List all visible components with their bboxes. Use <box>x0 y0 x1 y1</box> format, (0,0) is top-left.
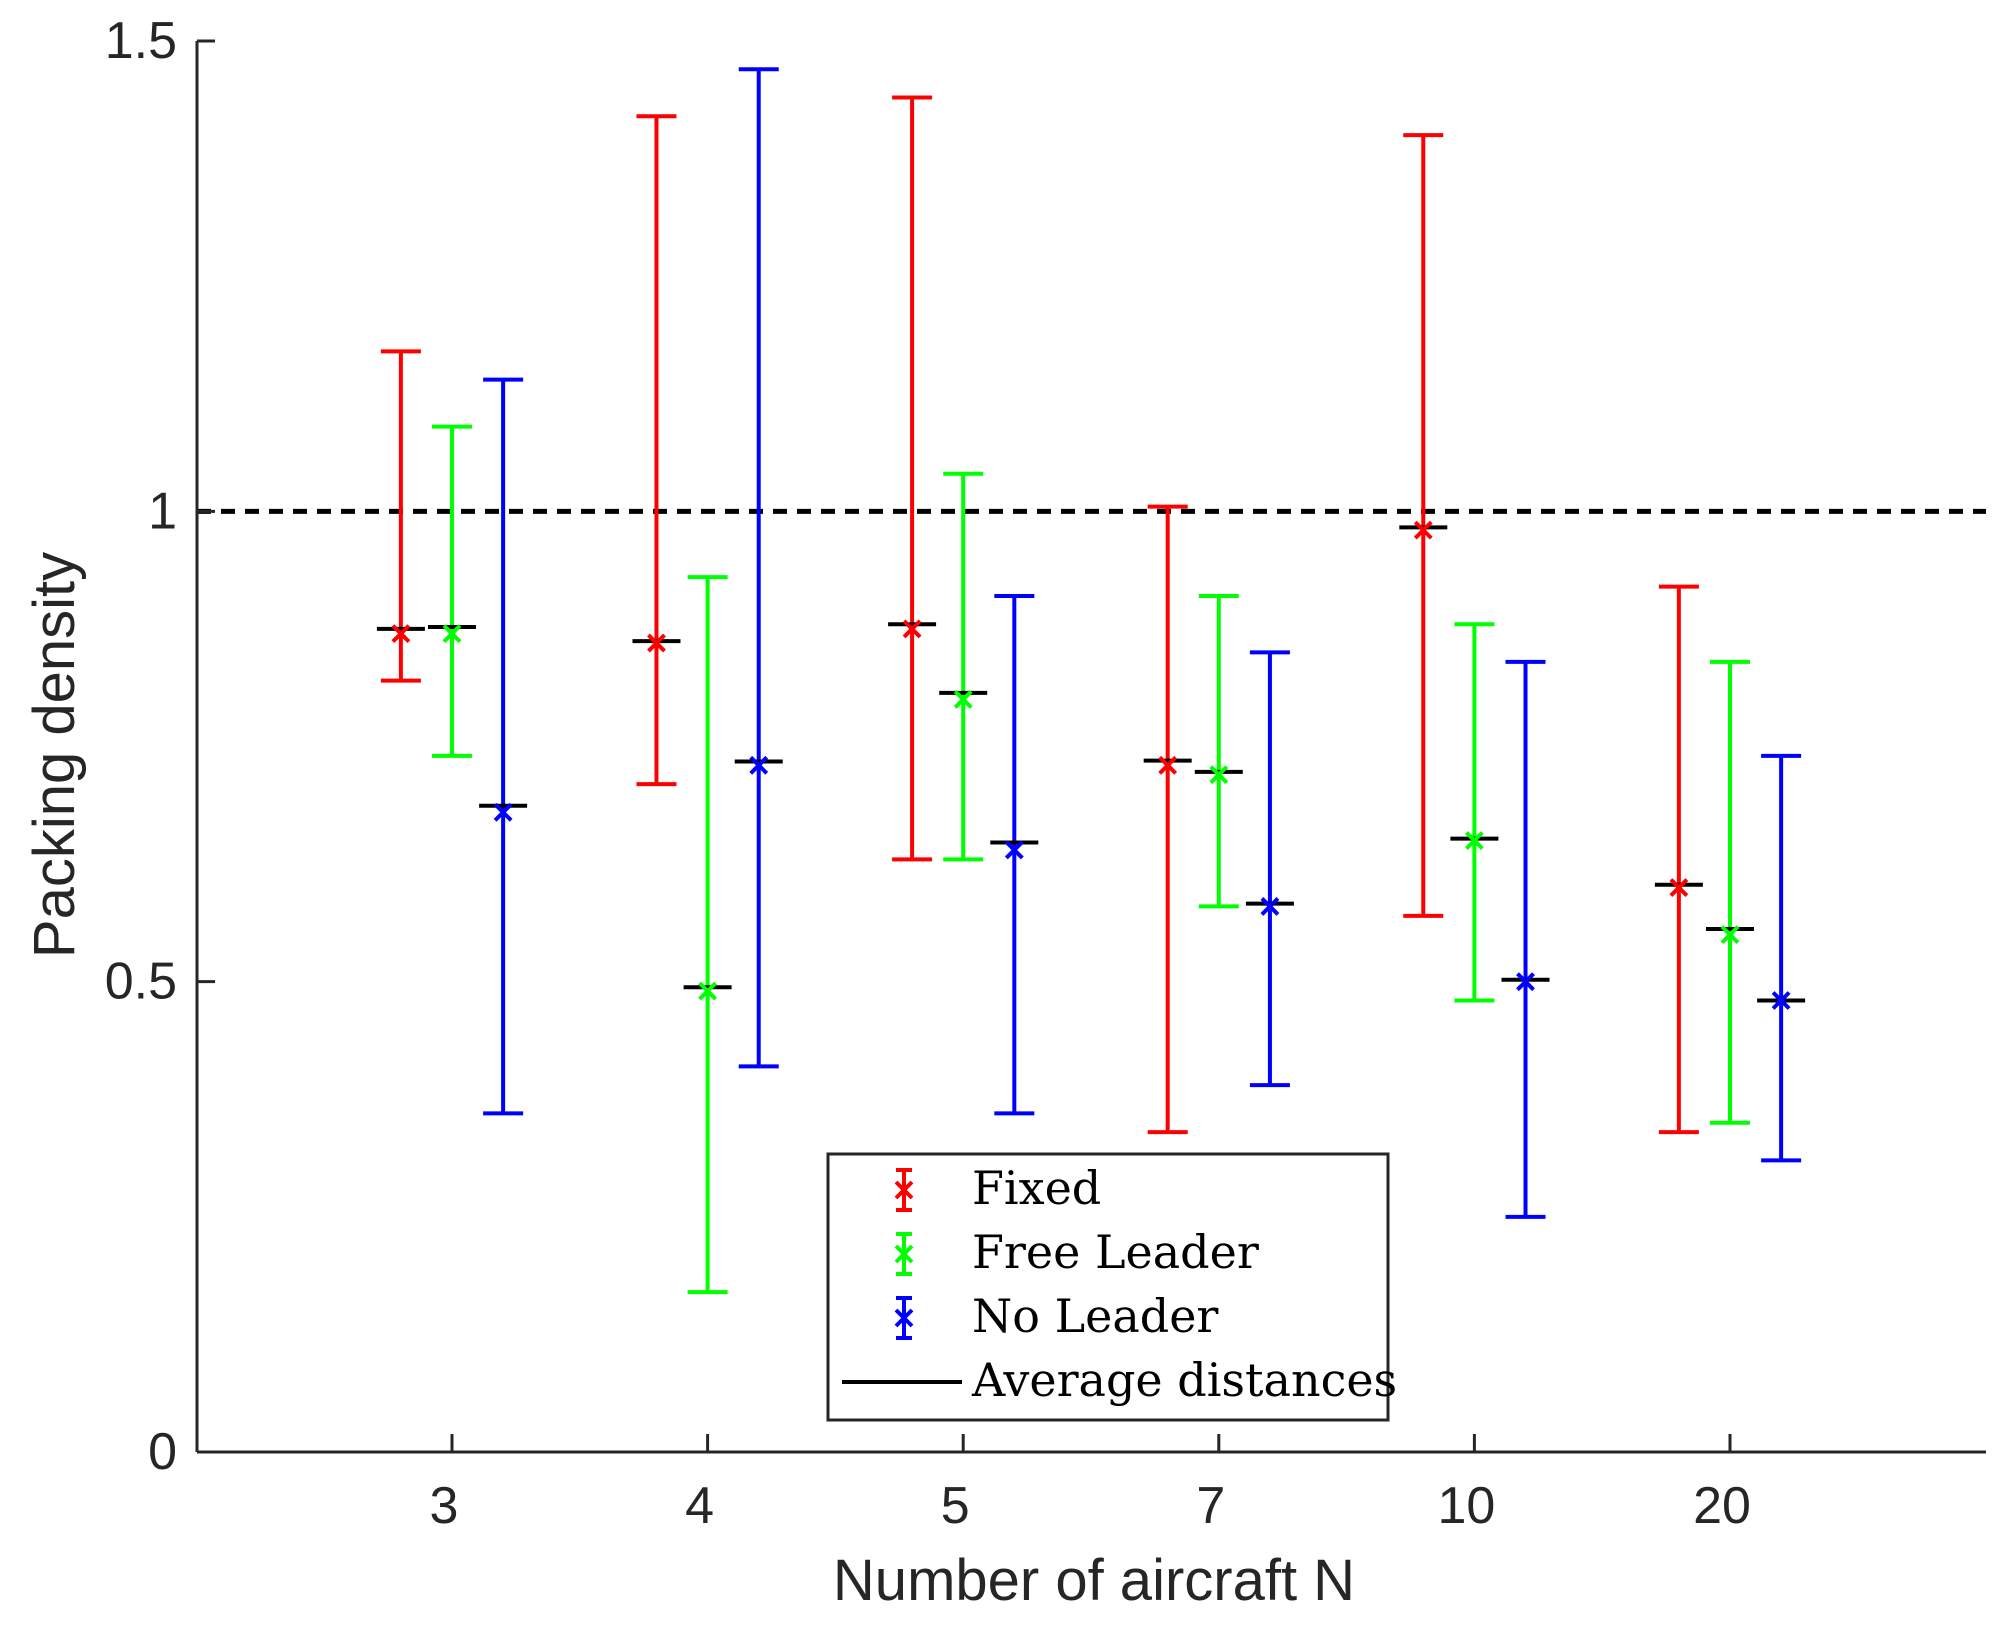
x-tick-label: 20 <box>1693 1477 1751 1535</box>
errorbar-fixed-3-mean-marker <box>391 624 411 644</box>
y-axis-label: Packing density <box>22 552 87 958</box>
errorbar-fixed-10-mean-marker <box>1413 520 1433 540</box>
errorbar-no-leader-3-mean-marker-stroke-b <box>493 802 513 822</box>
y-ticks: 0 0.5 1 1.5 <box>105 12 215 1481</box>
errorbar-no-leader-3-mean-marker <box>493 802 513 822</box>
legend-glyph-fixed-marker <box>894 1180 914 1200</box>
errorbar-no-leader-10-mean-marker-stroke-b <box>1516 972 1535 992</box>
errorbar-no-leader-5-mean-marker-stroke-b <box>1004 840 1024 860</box>
series-free-leader <box>428 424 1754 1295</box>
errorbar-free-leader-10-mean-marker <box>1464 831 1484 850</box>
x-tick-label: 10 <box>1437 1477 1495 1535</box>
errorbar-no-leader-10-mean-marker <box>1516 972 1535 992</box>
legend-glyph-free-leader <box>894 1232 914 1276</box>
x-tick-label: 3 <box>430 1477 459 1535</box>
errorbar-fixed-20-mean-marker <box>1669 878 1689 898</box>
errorbar-fixed-5-mean-marker-stroke-b <box>902 619 922 639</box>
errorbar-no-leader-5-mean-marker <box>1004 840 1024 860</box>
errorbar-no-leader-20-mean-marker <box>1771 991 1791 1010</box>
errorbar-no-leader-20-mean-marker-stroke-b <box>1771 991 1791 1010</box>
errorbar-free-leader-10-mean-marker-stroke-b <box>1464 831 1484 850</box>
errorbar-fixed-7-mean-marker-stroke-b <box>1158 755 1178 775</box>
x-tick-label: 4 <box>685 1477 714 1535</box>
series-no-leader <box>479 67 1806 1219</box>
errorbar-free-leader-4-mean-marker-stroke-b <box>698 981 718 1001</box>
errorbar-free-leader-4-mean-marker <box>698 981 718 1001</box>
legend-glyph-no-leader-marker <box>894 1308 914 1328</box>
errorbar-fixed-10-mean-marker-stroke-b <box>1413 520 1433 540</box>
errorbar-free-leader-5-mean-marker <box>953 690 973 709</box>
errorbar-fixed-7-mean-marker <box>1158 755 1178 775</box>
y-tick-label: 1 <box>148 482 177 540</box>
legend-glyph-no-leader <box>894 1296 914 1340</box>
errorbar-free-leader-20-mean-marker <box>1720 925 1740 945</box>
y-tick-label: 0 <box>148 1423 177 1481</box>
y-tick-label: 0.5 <box>105 953 177 1011</box>
errorbar-no-leader-7-mean-marker <box>1260 896 1280 916</box>
errorbar-free-leader-7-mean-marker-stroke-b <box>1209 765 1229 785</box>
legend-label-average-distances: Average distances <box>971 1353 1397 1407</box>
errorbar-no-leader-4-mean-marker-stroke-b <box>749 755 769 775</box>
y-tick-label: 1.5 <box>105 12 177 70</box>
errorbar-free-leader-20-mean-marker-stroke-b <box>1720 925 1740 945</box>
legend-label-no-leader: No Leader <box>972 1289 1218 1343</box>
errorbar-fixed-4-mean-marker-stroke-b <box>647 633 666 653</box>
x-tick-label: 5 <box>941 1477 970 1535</box>
errorbar-fixed-4-mean-marker <box>647 633 666 653</box>
errorbar-no-leader-7-mean-marker-stroke-b <box>1260 896 1280 916</box>
errorbar-fixed-20-mean-marker-stroke-b <box>1669 878 1689 898</box>
series-fixed <box>376 95 1703 1135</box>
legend-glyph-free-leader-marker-stroke-b <box>894 1244 914 1264</box>
errorbar-fixed-5-mean-marker <box>902 619 922 639</box>
x-tick-label: 7 <box>1196 1477 1225 1535</box>
legend-glyph-free-leader-marker <box>894 1244 914 1264</box>
errorbar-free-leader-7-mean-marker <box>1209 765 1229 785</box>
errorbar-free-leader-3-mean-marker-stroke-b <box>442 624 462 644</box>
legend-items <box>842 1168 962 1384</box>
legend-glyph-no-leader-marker-stroke-b <box>894 1308 914 1328</box>
errorbar-free-leader-3-mean-marker <box>442 624 462 644</box>
series-layer <box>376 67 1806 1295</box>
errorbar-no-leader-4-mean-marker <box>749 755 769 775</box>
legend-glyph-fixed <box>894 1168 914 1212</box>
x-ticks: 3 4 5 7 10 20 <box>430 1434 1751 1535</box>
legend-label-fixed: Fixed <box>972 1161 1101 1215</box>
x-axis-label: Number of aircraft N <box>833 1548 1355 1613</box>
legend-box <box>826 1152 1390 1422</box>
legend: Fixed Free Leader No Leader Average dist… <box>826 1152 1397 1422</box>
legend-glyph-fixed-marker-stroke-b <box>894 1180 914 1200</box>
errorbar-free-leader-5-mean-marker-stroke-b <box>953 690 973 709</box>
legend-label-free-leader: Free Leader <box>972 1225 1259 1279</box>
errorbar-fixed-3-mean-marker-stroke-b <box>391 624 411 644</box>
